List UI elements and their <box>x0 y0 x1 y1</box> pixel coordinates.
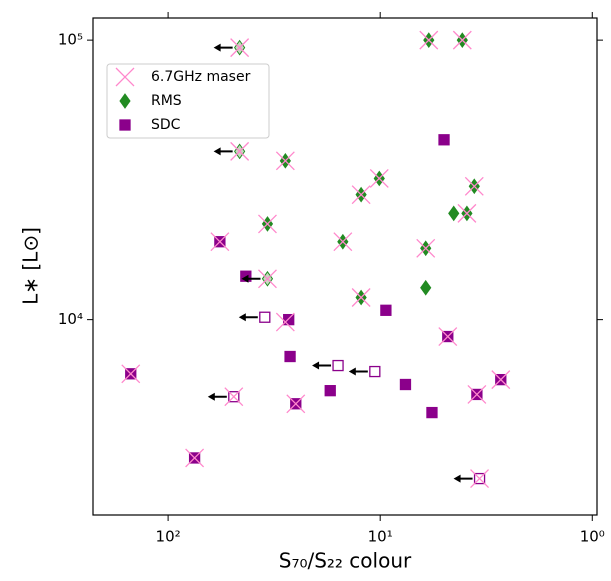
point <box>286 394 306 414</box>
point <box>399 378 412 391</box>
plot-frame <box>92 17 598 516</box>
point <box>420 279 432 296</box>
point <box>332 359 344 372</box>
point <box>210 232 230 252</box>
point <box>224 387 244 407</box>
point <box>369 168 389 188</box>
point <box>426 406 438 419</box>
point <box>275 151 295 171</box>
point <box>351 288 371 307</box>
point <box>491 370 511 390</box>
point <box>275 312 295 332</box>
y-axis-label: L∗ [L⊙] <box>19 227 43 305</box>
x-tick-label: 10¹ <box>368 528 393 546</box>
limit-arrowhead <box>241 274 249 283</box>
point <box>258 214 277 234</box>
point <box>185 448 205 468</box>
point <box>333 232 353 252</box>
point <box>448 205 460 222</box>
point <box>416 238 436 258</box>
point <box>457 203 477 223</box>
point <box>230 38 250 58</box>
legend-marker <box>119 93 131 109</box>
point <box>467 384 487 404</box>
x-tick-label: 10⁰ <box>580 528 605 546</box>
point <box>324 385 336 397</box>
limit-arrowhead <box>238 313 246 322</box>
point <box>258 269 277 289</box>
point <box>452 30 472 50</box>
point <box>470 469 490 489</box>
x-tick-label: 10² <box>156 528 181 546</box>
point <box>438 327 458 346</box>
point <box>351 185 371 205</box>
limit-arrowhead <box>213 43 221 52</box>
point <box>259 311 271 323</box>
limit-arrowhead <box>453 474 461 483</box>
y-tick-label: 10⁴ <box>58 310 83 328</box>
point <box>121 364 141 384</box>
limit-arrowhead <box>213 147 221 156</box>
limit-arrowhead <box>312 361 320 370</box>
legend-box <box>106 63 270 139</box>
point <box>380 304 392 316</box>
legend-label: 6.7GHz maser <box>151 69 251 85</box>
point <box>284 350 296 363</box>
legend-marker <box>119 119 131 131</box>
legend-label: RMS <box>151 93 182 109</box>
y-tick-label: 10⁵ <box>58 31 83 49</box>
limit-arrowhead <box>207 392 215 401</box>
legend-marker <box>115 67 135 87</box>
point <box>230 141 250 161</box>
legend-label: SDC <box>151 117 181 133</box>
point <box>438 134 450 146</box>
x-axis-label: S₇₀/S₂₂ colour <box>279 549 412 573</box>
point <box>464 176 484 196</box>
limit-arrowhead <box>348 367 356 376</box>
point <box>419 30 439 50</box>
point <box>369 365 381 378</box>
